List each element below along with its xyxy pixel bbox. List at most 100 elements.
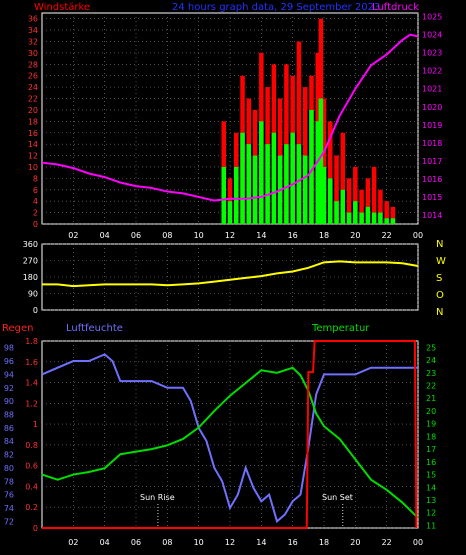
gust-bar (384, 218, 389, 224)
gust-bar (365, 206, 371, 224)
pressure-y-tick-label: 1020 (422, 103, 442, 112)
gust-bar (315, 121, 320, 224)
pressure-y-tick-label: 1015 (422, 193, 442, 202)
wind-y-tick-label: 4 (33, 197, 38, 206)
wind-x-tick-label: 08 (162, 231, 172, 240)
climate-x-tick-label: 22 (382, 538, 392, 547)
wind-bar (296, 41, 302, 224)
direction-y-tick-label: 270 (23, 257, 38, 266)
direction-line (42, 260, 419, 288)
gust-bar (318, 98, 324, 224)
rain-y-tick-label: 1.6 (25, 358, 38, 367)
temperature-y-tick-label: 13 (426, 496, 436, 505)
wind-x-tick-label: 16 (288, 231, 298, 240)
direction-y-tick-label: 90 (28, 290, 38, 299)
pressure-line (41, 33, 419, 202)
climate-x-tick-label: 12 (225, 538, 235, 547)
wind-y-tick-label: 24 (28, 83, 38, 92)
gust-bar (246, 144, 252, 224)
wind-y-tick-label: 8 (33, 174, 38, 183)
humidity-label: Luftfeuchte (66, 323, 123, 334)
gust-bar (340, 189, 346, 224)
wind-x-tick-label: 14 (256, 231, 266, 240)
pressure-y-tick-label: 1023 (422, 49, 442, 58)
rain-label: Regen (2, 323, 34, 334)
humidity-y-tick-label: 94 (4, 370, 14, 379)
wind-y-tick-label: 30 (28, 49, 38, 58)
gust-bar (371, 212, 377, 224)
rain-y-tick-label: 1.2 (25, 399, 38, 408)
temperature-y-tick-label: 14 (426, 483, 436, 492)
wind-x-tick-label: 20 (350, 231, 360, 240)
gust-bar (252, 155, 258, 224)
wind-x-tick-label: 12 (225, 231, 235, 240)
direction-label-w: W (436, 256, 446, 267)
direction-label-o: O (436, 290, 444, 301)
pressure-y-tick-label: 1017 (422, 157, 442, 166)
wind-y-tick-label: 22 (28, 95, 38, 104)
wind-y-tick-label: 34 (28, 26, 38, 35)
gust-bar (309, 109, 314, 224)
humidity-y-tick-label: 76 (4, 491, 14, 500)
climate-x-tick-label: 18 (319, 538, 329, 547)
gust-bar (227, 201, 233, 224)
wind-x-tick-label: 02 (68, 231, 78, 240)
humidity-y-tick-label: 86 (4, 424, 14, 433)
wind-bar (371, 166, 377, 224)
pressure-y-tick-label: 1014 (422, 211, 442, 220)
humidity-y-tick-label: 88 (4, 410, 14, 419)
gust-bar (234, 166, 239, 224)
wind-x-tick-label: 22 (382, 231, 392, 240)
wind-y-tick-label: 18 (28, 117, 38, 126)
sunrise-annotation: Sun Rise (140, 493, 175, 502)
climate-x-tick-label: 10 (194, 538, 204, 547)
rain-y-tick-label: 1.4 (25, 379, 38, 388)
pressure-y-tick-label: 1021 (422, 85, 442, 94)
climate-x-tick-label: 08 (162, 538, 172, 547)
wind-x-tick-label: 00 (413, 231, 423, 240)
temperature-y-tick-label: 15 (426, 471, 436, 480)
rain-y-tick-label: 0.6 (25, 462, 38, 471)
direction-y-tick-label: 0 (33, 306, 38, 315)
gust-bar (346, 212, 352, 224)
wind-y-tick-label: 14 (28, 140, 38, 149)
humidity-y-tick-label: 82 (4, 451, 14, 460)
temperature-y-tick-label: 21 (426, 394, 436, 403)
wind-bar (353, 166, 358, 224)
gust-bar (265, 144, 270, 224)
wind-x-tick-label: 06 (131, 231, 141, 240)
humidity-y-tick-label: 78 (4, 477, 14, 486)
rain-y-tick-label: 0 (33, 524, 38, 533)
gust-bar (302, 155, 308, 224)
temperature-line (41, 366, 419, 519)
sunset-annotation: Sun Set (322, 493, 353, 502)
rain-line (42, 340, 418, 529)
wind-y-tick-label: 16 (28, 129, 38, 138)
wind-bar (359, 189, 364, 224)
gust-bar (334, 201, 339, 224)
pressure-y-tick-label: 1016 (422, 175, 442, 184)
gust-bar (390, 218, 396, 224)
wind-y-tick-label: 36 (28, 15, 38, 24)
direction-label-n-top: N (436, 239, 443, 250)
climate-x-tick-label: 16 (288, 538, 298, 547)
pressure-y-tick-label: 1024 (422, 31, 442, 40)
wind-bar (334, 155, 339, 224)
gust-bar (240, 132, 245, 224)
rain-y-tick-label: 1.8 (25, 337, 38, 346)
rain-y-tick-label: 0.2 (25, 503, 38, 512)
wind-y-tick-label: 28 (28, 60, 38, 69)
gust-bar (259, 121, 264, 224)
temperature-y-tick-label: 16 (426, 458, 436, 467)
humidity-y-tick-label: 84 (4, 437, 14, 446)
wind-bar (378, 189, 383, 224)
humidity-y-tick-label: 96 (4, 357, 14, 366)
wind-y-tick-label: 32 (28, 38, 38, 47)
wind-bar (328, 121, 333, 224)
gust-bar (284, 144, 289, 224)
wind-y-tick-label: 6 (33, 186, 38, 195)
humidity-y-tick-label: 98 (4, 344, 14, 353)
temperature-y-tick-label: 18 (426, 432, 436, 441)
